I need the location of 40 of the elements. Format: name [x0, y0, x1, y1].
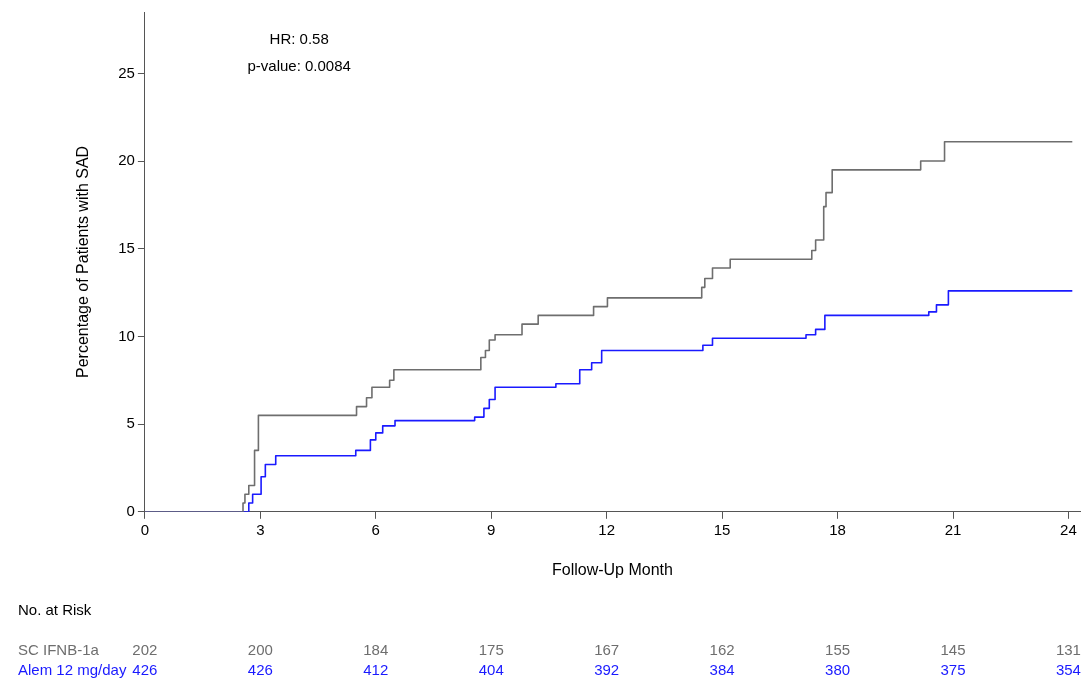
- text: 426: [247, 661, 273, 679]
- text: 384: [709, 661, 735, 679]
- y-tick-label: 5: [126, 414, 135, 432]
- x-tick-label: 0: [140, 520, 150, 538]
- text: 184: [363, 641, 389, 659]
- x-tick-label: 9: [487, 520, 496, 538]
- text: 202: [132, 641, 158, 659]
- text: No. at Risk: [18, 601, 92, 619]
- text: 404: [478, 661, 504, 679]
- x-tick-label: 18: [829, 520, 846, 538]
- x-tick-label: 21: [944, 520, 962, 538]
- text: 155: [825, 641, 851, 659]
- annotation: p-value: 0.0084: [247, 57, 351, 75]
- text: 131: [1055, 641, 1081, 659]
- x-tick-label: 24: [1060, 520, 1077, 538]
- y-tick-label: 25: [118, 63, 135, 81]
- y-axis-title: Percentage of Patients with SAD: [74, 145, 92, 378]
- text: Alem 12 mg/day: [18, 661, 127, 679]
- text: 354: [1055, 661, 1081, 679]
- text: 426: [132, 661, 158, 679]
- text: SC IFNB-1a: [18, 641, 100, 659]
- y-tick-label: 15: [118, 238, 135, 256]
- text: 392: [594, 661, 620, 679]
- x-tick-label: 3: [256, 520, 265, 538]
- text: 175: [478, 641, 504, 659]
- y-tick-label: 0: [126, 501, 135, 519]
- text: 412: [363, 661, 389, 679]
- y-tick-label: 20: [118, 151, 135, 169]
- text: 145: [940, 641, 966, 659]
- text: 162: [709, 641, 735, 659]
- x-tick-label: 12: [598, 520, 616, 538]
- text: 380: [825, 661, 851, 679]
- text: 375: [940, 661, 966, 679]
- x-axis-title: Follow-Up Month: [551, 560, 673, 578]
- x-tick-label: 15: [713, 520, 731, 538]
- annotation: HR: 0.58: [269, 30, 329, 48]
- text: 167: [594, 641, 620, 659]
- y-tick-label: 10: [118, 326, 135, 344]
- text: 200: [247, 641, 273, 659]
- x-tick-label: 6: [371, 520, 380, 538]
